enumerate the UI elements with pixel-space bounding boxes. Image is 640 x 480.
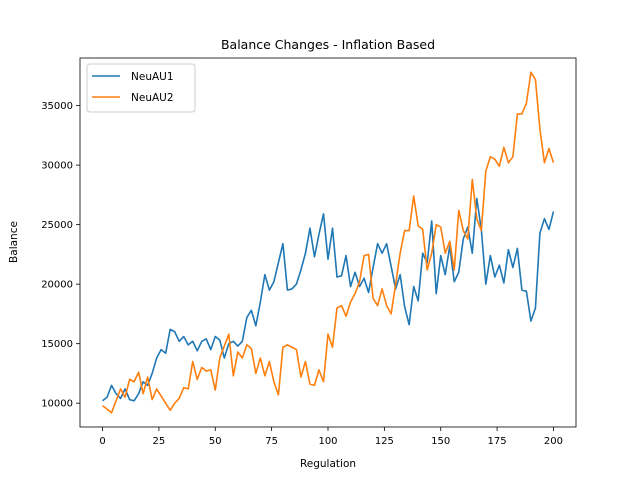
x-tick-label: 25: [153, 436, 166, 447]
y-tick-label: 35000: [41, 101, 73, 112]
legend-label-2: NeuAU2: [131, 92, 174, 104]
series-layer: [102, 71, 555, 414]
x-axis-label: Regulation: [300, 458, 356, 470]
plot-area: [79, 57, 577, 428]
legend: NeuAU1 NeuAU2: [86, 63, 196, 113]
y-axis-label: Balance: [8, 221, 20, 263]
y-tick-label: 10000: [41, 399, 73, 410]
y-tick-label: 20000: [41, 280, 73, 291]
x-tick-label: 100: [318, 436, 337, 447]
y-tick-label: 25000: [41, 220, 73, 231]
series-line-1: [102, 197, 555, 402]
x-tick-label: 0: [99, 436, 105, 447]
y-axis-ticks: 10000 15000 20000 25000 30000 35000: [41, 101, 80, 410]
chart-title: Balance Changes - Inflation Based: [221, 37, 435, 52]
plot-background: [80, 58, 576, 427]
x-tick-label: 150: [431, 436, 450, 447]
x-tick-label: 75: [265, 436, 278, 447]
x-tick-label: 200: [544, 436, 563, 447]
y-tick-label: 30000: [41, 161, 73, 172]
x-tick-label: 50: [209, 436, 222, 447]
legend-label-1: NeuAU1: [131, 71, 174, 83]
x-axis-ticks: 0 25 50 75 100 125 150 175 200: [99, 427, 563, 447]
y-tick-label: 15000: [41, 339, 73, 350]
series-line-2: [102, 71, 555, 414]
x-tick-label: 125: [375, 436, 394, 447]
x-tick-label: 175: [488, 436, 507, 447]
